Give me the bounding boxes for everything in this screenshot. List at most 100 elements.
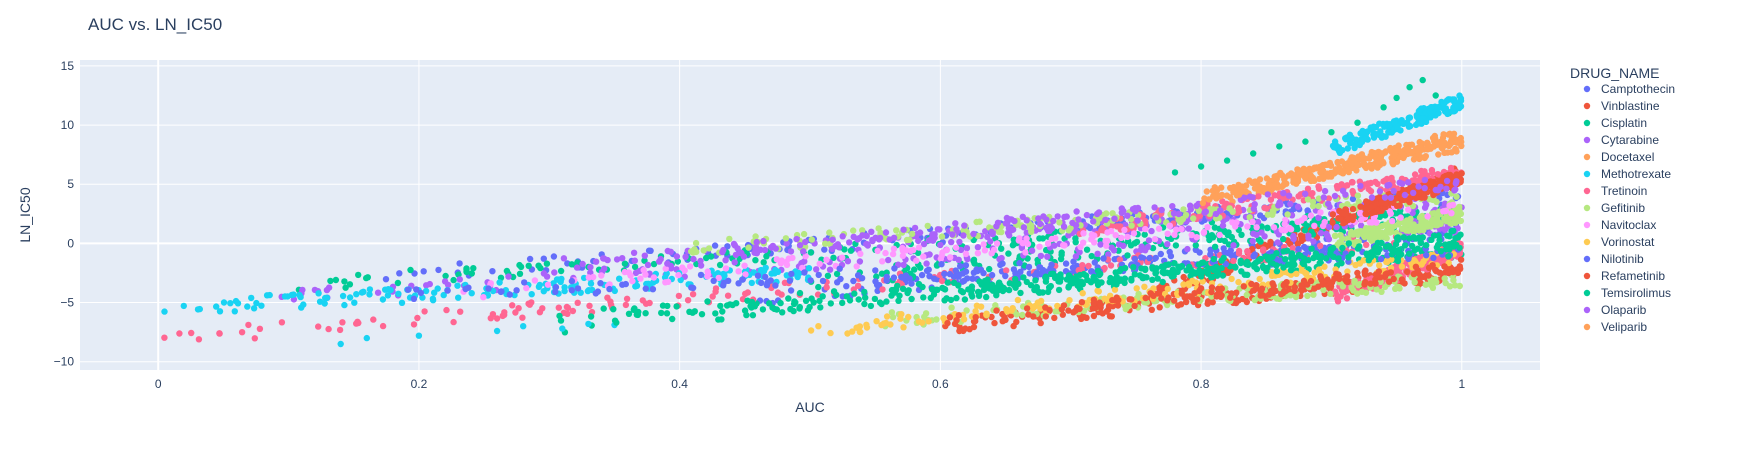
data-point (553, 276, 561, 283)
data-point (1415, 150, 1422, 158)
data-point (278, 319, 286, 326)
data-point (1135, 290, 1142, 298)
data-point (1408, 141, 1416, 148)
data-point (1280, 190, 1287, 197)
data-point (1339, 244, 1346, 252)
data-point (1380, 104, 1387, 111)
data-point (1374, 239, 1382, 247)
data-point (874, 287, 881, 294)
data-point (861, 288, 868, 296)
data-point (843, 283, 850, 290)
data-point (974, 244, 982, 251)
data-point (351, 299, 358, 306)
data-point (435, 266, 442, 274)
data-point (1266, 181, 1273, 188)
data-point (1389, 159, 1396, 167)
data-point (1164, 301, 1171, 309)
data-point (1362, 232, 1369, 239)
data-point (1165, 294, 1172, 301)
data-point (1199, 199, 1207, 207)
data-point (899, 285, 907, 292)
data-point (1412, 263, 1420, 270)
data-point (336, 326, 344, 334)
data-point (1290, 176, 1297, 183)
data-point (1454, 269, 1462, 277)
data-point (731, 259, 738, 266)
data-point (1345, 166, 1352, 173)
data-point (973, 302, 981, 309)
data-point (1160, 264, 1167, 271)
data-point (1265, 291, 1273, 298)
data-point (1373, 286, 1380, 293)
data-point (1095, 288, 1103, 295)
data-point (509, 273, 517, 281)
data-point (1027, 282, 1035, 289)
data-point (523, 284, 530, 292)
data-point (1435, 109, 1442, 117)
data-point (1454, 102, 1462, 110)
data-point (1311, 164, 1318, 171)
data-point (1412, 194, 1420, 201)
legend-marker (1583, 238, 1591, 246)
data-point (1056, 278, 1064, 285)
data-point (1121, 264, 1129, 272)
data-point (1457, 256, 1465, 263)
data-point (1426, 108, 1434, 116)
data-point (1370, 134, 1378, 141)
data-point (1317, 242, 1324, 249)
data-point (1090, 312, 1098, 320)
data-point (1142, 217, 1149, 225)
data-point (1276, 143, 1283, 150)
data-point (468, 270, 475, 277)
data-point (1304, 207, 1311, 214)
data-point (673, 303, 680, 310)
data-point (639, 297, 646, 304)
data-point (525, 262, 532, 269)
data-point (1054, 213, 1061, 220)
data-point (663, 270, 670, 277)
data-point (735, 268, 742, 275)
data-point (1008, 227, 1015, 234)
data-point (1065, 307, 1072, 314)
data-point (904, 289, 911, 297)
data-point (627, 272, 634, 279)
data-point (238, 329, 246, 336)
data-point (815, 283, 822, 291)
data-point (882, 249, 889, 257)
data-point (395, 290, 402, 297)
data-point (1102, 216, 1109, 223)
data-point (1030, 313, 1037, 320)
data-point (887, 321, 894, 328)
data-point (1103, 242, 1110, 249)
data-point (1328, 129, 1335, 136)
data-point (889, 313, 897, 321)
data-point (1061, 213, 1068, 221)
data-point (986, 265, 993, 273)
data-point (1274, 257, 1281, 264)
data-point (1394, 147, 1402, 154)
data-point (1033, 269, 1041, 276)
data-point (1010, 322, 1017, 330)
data-point (1067, 224, 1074, 232)
data-point (899, 252, 907, 259)
data-point (1243, 291, 1251, 299)
data-point (1357, 203, 1364, 210)
data-point (925, 266, 932, 273)
data-point (1370, 209, 1377, 216)
data-point (1028, 222, 1035, 229)
data-point (937, 241, 944, 249)
data-point (188, 329, 195, 337)
data-point (911, 224, 919, 232)
data-point (1374, 180, 1381, 188)
data-point (1419, 76, 1426, 84)
data-point (1174, 290, 1181, 297)
data-point (1406, 198, 1413, 206)
data-point (245, 321, 252, 329)
data-point (1287, 292, 1294, 299)
data-point (1280, 235, 1287, 243)
data-point (1391, 222, 1398, 230)
data-point (1112, 232, 1119, 239)
data-point (1220, 254, 1227, 262)
data-point (1175, 210, 1183, 218)
data-point (1217, 293, 1225, 301)
